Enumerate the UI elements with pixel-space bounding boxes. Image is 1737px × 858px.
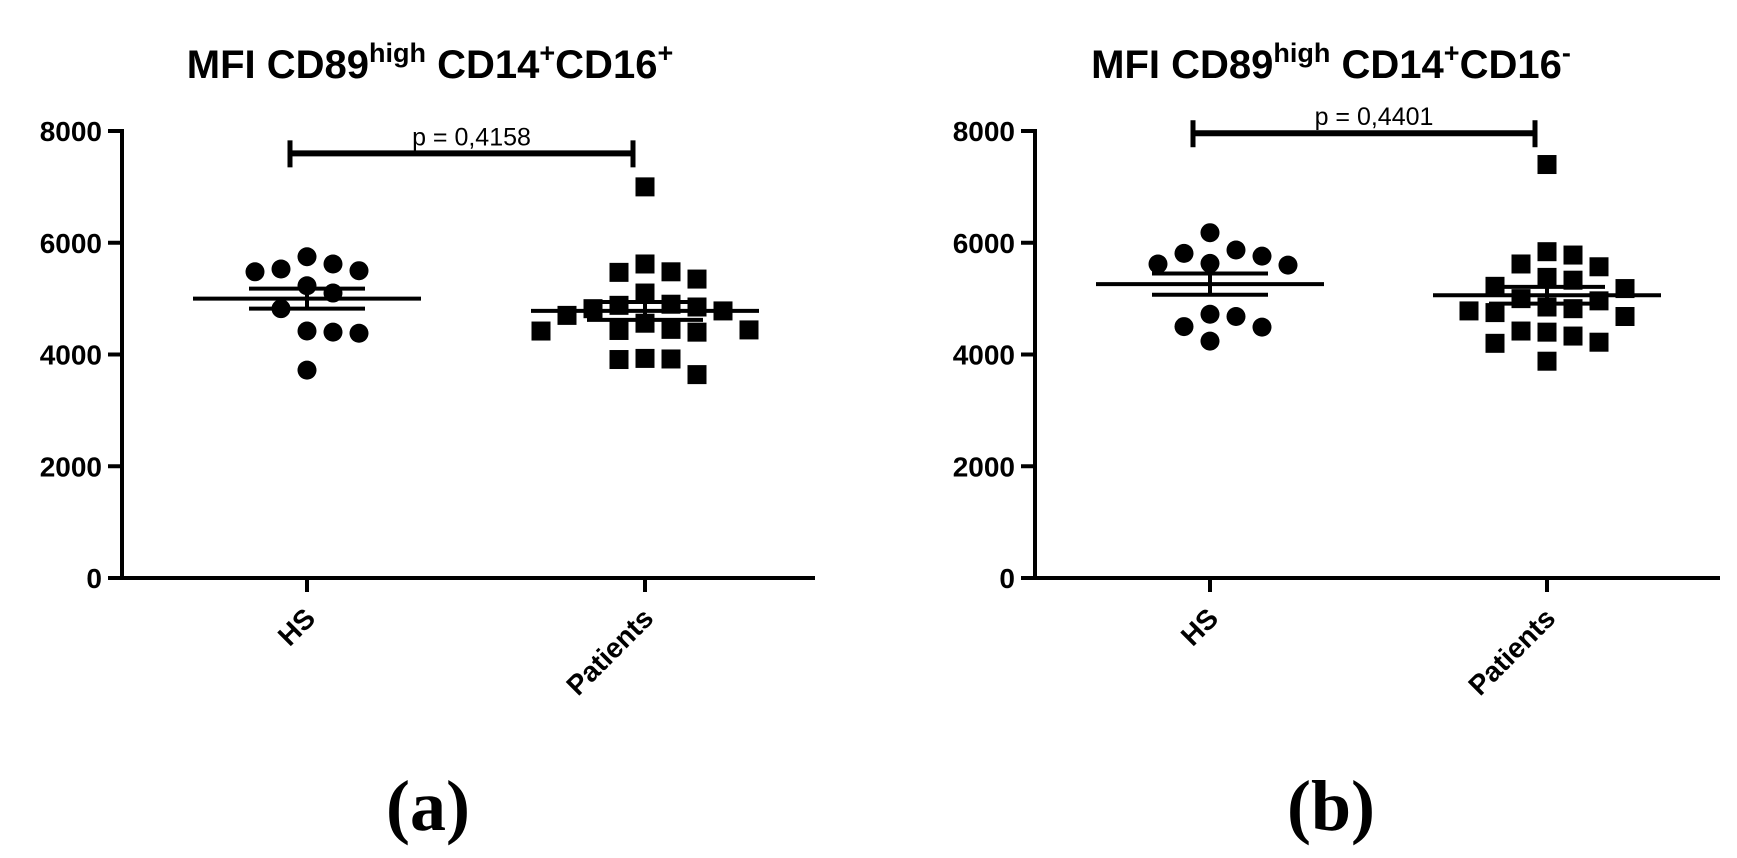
data-point-hs	[297, 321, 317, 341]
data-point-hs	[1148, 254, 1168, 274]
data-point-hs	[1174, 243, 1194, 263]
data-point-patients	[1537, 351, 1557, 371]
data-point-patients	[1537, 322, 1557, 342]
data-point-patients	[687, 365, 707, 385]
panel-label-b: (b)	[1287, 766, 1375, 846]
p-value-label-a: p = 0,4158	[412, 123, 531, 151]
data-point-hs	[1200, 331, 1220, 351]
data-point-hs	[1226, 240, 1246, 260]
data-point-patients	[1511, 254, 1531, 274]
data-point-hs	[1200, 304, 1220, 324]
data-point-patients	[635, 348, 655, 368]
chart-title-b: MFI CD89high CD14+CD16-	[1091, 38, 1571, 87]
data-point-patients	[635, 254, 655, 274]
data-point-patients	[1537, 242, 1557, 262]
y-tick-label-a: 6000	[40, 228, 102, 259]
data-point-hs	[349, 261, 369, 281]
y-tick-label-b: 2000	[953, 451, 1015, 482]
category-label-b: Patients	[1462, 602, 1561, 701]
data-point-hs	[297, 247, 317, 267]
y-tick-label-a: 0	[86, 563, 102, 594]
data-point-patients	[635, 177, 655, 197]
data-point-patients	[1589, 332, 1609, 352]
data-point-hs	[349, 323, 369, 343]
y-tick-label-a: 8000	[40, 116, 102, 147]
data-point-patients	[609, 320, 629, 340]
data-point-patients	[1537, 155, 1557, 175]
data-point-patients	[1563, 326, 1583, 346]
data-point-patients	[1537, 267, 1557, 287]
y-tick-label-b: 6000	[953, 228, 1015, 259]
data-point-patients	[1485, 333, 1505, 353]
data-point-hs	[1252, 317, 1272, 337]
data-point-hs	[297, 360, 317, 380]
data-point-patients	[1511, 321, 1531, 341]
data-point-hs	[271, 259, 291, 279]
panel-label-a: (a)	[386, 766, 470, 846]
data-point-patients	[1615, 307, 1635, 327]
data-point-patients	[1563, 245, 1583, 265]
data-point-patients	[661, 319, 681, 339]
data-point-patients	[661, 349, 681, 369]
data-point-hs	[1200, 223, 1220, 243]
data-point-patients	[1485, 303, 1505, 323]
data-point-patients	[739, 320, 759, 340]
data-point-hs	[323, 254, 343, 274]
y-tick-label-b: 8000	[953, 116, 1015, 147]
data-point-hs	[1226, 307, 1246, 327]
panel-a: MFI CD89high CD14+CD16+ (a) 0 2000 4000 600…	[40, 38, 815, 846]
panel-b: MFI CD89high CD14+CD16- (b) 0 2000 4000 600…	[953, 38, 1720, 846]
y-tick-label-b: 4000	[953, 340, 1015, 371]
data-point-patients	[609, 262, 629, 282]
y-tick-label-a: 2000	[40, 451, 102, 482]
data-point-hs	[1200, 253, 1220, 273]
data-point-patients	[1589, 257, 1609, 277]
data-point-hs	[323, 322, 343, 342]
category-label-a: HS	[272, 602, 321, 651]
data-point-patients	[609, 350, 629, 370]
data-point-patients	[531, 321, 551, 341]
data-point-patients	[687, 269, 707, 289]
data-point-patients	[687, 322, 707, 342]
data-point-patients	[635, 283, 655, 303]
data-point-patients	[661, 262, 681, 282]
chart-title-a: MFI CD89high CD14+CD16+	[187, 38, 673, 87]
p-value-label-b: p = 0,4401	[1315, 103, 1434, 131]
y-tick-label-b: 0	[999, 563, 1015, 594]
data-point-hs	[1278, 255, 1298, 275]
category-label-b: HS	[1175, 602, 1224, 651]
data-point-hs	[245, 262, 265, 282]
data-point-hs	[1174, 317, 1194, 337]
y-tick-label-a: 4000	[40, 340, 102, 371]
data-point-patients	[1459, 301, 1479, 321]
category-label-a: Patients	[560, 602, 659, 701]
data-point-patients	[557, 305, 577, 325]
data-point-hs	[1252, 246, 1272, 266]
